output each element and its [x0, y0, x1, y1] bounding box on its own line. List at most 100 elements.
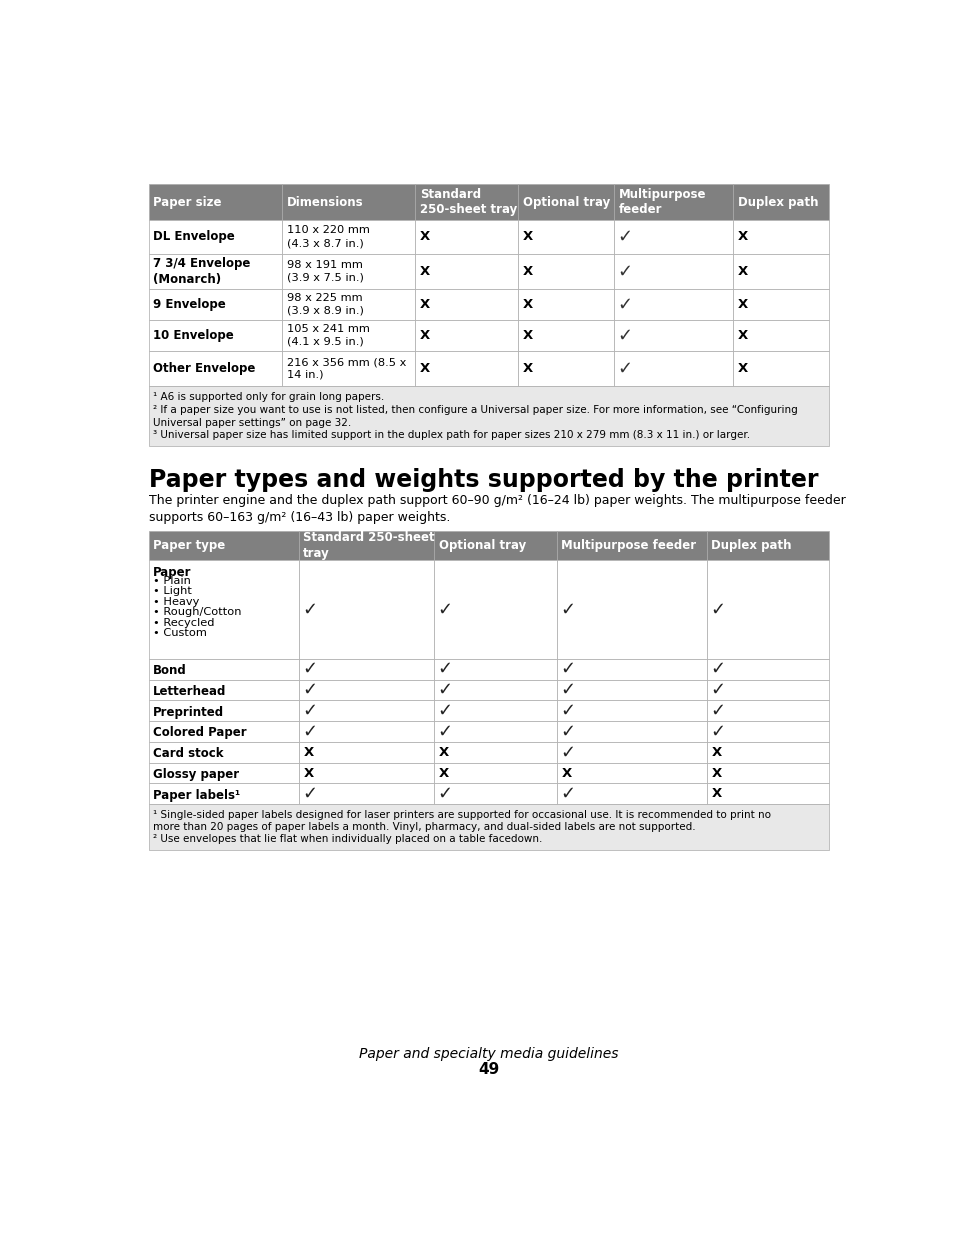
- Text: X: X: [419, 298, 430, 311]
- Bar: [298, 783, 434, 804]
- Text: Dimensions: Dimensions: [286, 195, 363, 209]
- Bar: [281, 320, 415, 351]
- Text: Bond: Bond: [153, 664, 187, 677]
- Text: ✓: ✓: [559, 722, 575, 741]
- Text: ✓: ✓: [709, 722, 724, 741]
- Text: DL Envelope: DL Envelope: [153, 230, 234, 243]
- Bar: [281, 351, 415, 387]
- Text: X: X: [522, 230, 533, 243]
- Bar: [732, 351, 828, 387]
- Bar: [298, 742, 434, 763]
- Bar: [149, 351, 281, 387]
- Bar: [281, 220, 415, 253]
- Text: Multipurpose feeder: Multipurpose feeder: [561, 538, 696, 552]
- Text: Optional tray: Optional tray: [522, 195, 609, 209]
- Text: X: X: [419, 362, 430, 375]
- Text: ² Use envelopes that lie flat when individually placed on a table facedown.: ² Use envelopes that lie flat when indiv…: [153, 835, 542, 845]
- Text: ✓: ✓: [437, 600, 453, 619]
- Bar: [415, 320, 517, 351]
- Bar: [614, 184, 732, 220]
- Text: X: X: [737, 362, 747, 375]
- Text: ✓: ✓: [302, 701, 316, 720]
- Bar: [415, 184, 517, 220]
- Text: Paper labels¹: Paper labels¹: [153, 789, 240, 802]
- Bar: [281, 289, 415, 320]
- Text: ✓: ✓: [617, 326, 632, 345]
- Bar: [298, 658, 434, 679]
- Bar: [434, 700, 557, 721]
- Text: • Plain: • Plain: [153, 576, 191, 585]
- Text: • Light: • Light: [153, 587, 192, 597]
- Text: ✓: ✓: [302, 785, 316, 803]
- Bar: [434, 679, 557, 700]
- Text: ✓: ✓: [559, 680, 575, 699]
- Bar: [149, 783, 298, 804]
- Bar: [298, 679, 434, 700]
- Bar: [557, 561, 706, 658]
- Text: • Rough/Cotton: • Rough/Cotton: [153, 608, 242, 618]
- Bar: [706, 763, 828, 783]
- Text: X: X: [737, 329, 747, 342]
- Text: ³ Universal paper size has limited support in the duplex path for paper sizes 21: ³ Universal paper size has limited suppo…: [153, 430, 750, 440]
- Text: Paper and specialty media guidelines: Paper and specialty media guidelines: [358, 1047, 618, 1062]
- Text: ✓: ✓: [709, 701, 724, 720]
- Text: ✓: ✓: [437, 680, 453, 699]
- Bar: [149, 253, 281, 289]
- Bar: [434, 658, 557, 679]
- Bar: [732, 289, 828, 320]
- Bar: [149, 679, 298, 700]
- Text: X: X: [737, 230, 747, 243]
- Text: ² If a paper size you want to use is not listed, then configure a Universal pape: ² If a paper size you want to use is not…: [153, 405, 798, 429]
- Text: ✓: ✓: [617, 262, 632, 280]
- Bar: [557, 742, 706, 763]
- Bar: [149, 320, 281, 351]
- Text: ✓: ✓: [302, 659, 316, 678]
- Text: ✓: ✓: [302, 722, 316, 741]
- Text: • Heavy: • Heavy: [153, 597, 199, 606]
- Text: 98 x 191 mm
(3.9 x 7.5 in.): 98 x 191 mm (3.9 x 7.5 in.): [286, 261, 363, 283]
- Bar: [706, 721, 828, 742]
- Text: • Custom: • Custom: [153, 627, 207, 638]
- Text: Paper: Paper: [153, 566, 192, 578]
- Bar: [415, 351, 517, 387]
- Text: Optional tray: Optional tray: [438, 538, 526, 552]
- Bar: [298, 721, 434, 742]
- Bar: [281, 184, 415, 220]
- Bar: [614, 320, 732, 351]
- Bar: [517, 184, 614, 220]
- Bar: [614, 289, 732, 320]
- Bar: [557, 658, 706, 679]
- Bar: [415, 289, 517, 320]
- Bar: [149, 742, 298, 763]
- Text: ✓: ✓: [437, 659, 453, 678]
- Bar: [557, 679, 706, 700]
- Text: ¹ A6 is supported only for grain long papers.: ¹ A6 is supported only for grain long pa…: [153, 391, 384, 401]
- Bar: [706, 679, 828, 700]
- Bar: [706, 742, 828, 763]
- Bar: [149, 658, 298, 679]
- Text: Paper type: Paper type: [153, 538, 225, 552]
- Bar: [557, 531, 706, 561]
- Text: X: X: [438, 767, 449, 779]
- Text: 49: 49: [477, 1062, 499, 1077]
- Bar: [298, 700, 434, 721]
- Text: ✓: ✓: [709, 659, 724, 678]
- Bar: [557, 700, 706, 721]
- Bar: [706, 658, 828, 679]
- Bar: [434, 783, 557, 804]
- Text: ✓: ✓: [709, 600, 724, 619]
- Bar: [149, 184, 281, 220]
- Bar: [415, 220, 517, 253]
- Text: X: X: [419, 264, 430, 278]
- Text: ✓: ✓: [559, 785, 575, 803]
- Text: X: X: [737, 264, 747, 278]
- Bar: [149, 700, 298, 721]
- Bar: [149, 220, 281, 253]
- Text: X: X: [522, 362, 533, 375]
- Bar: [732, 220, 828, 253]
- Bar: [149, 763, 298, 783]
- Bar: [732, 184, 828, 220]
- Text: X: X: [419, 329, 430, 342]
- Text: Other Envelope: Other Envelope: [153, 362, 255, 375]
- Text: Letterhead: Letterhead: [153, 685, 227, 698]
